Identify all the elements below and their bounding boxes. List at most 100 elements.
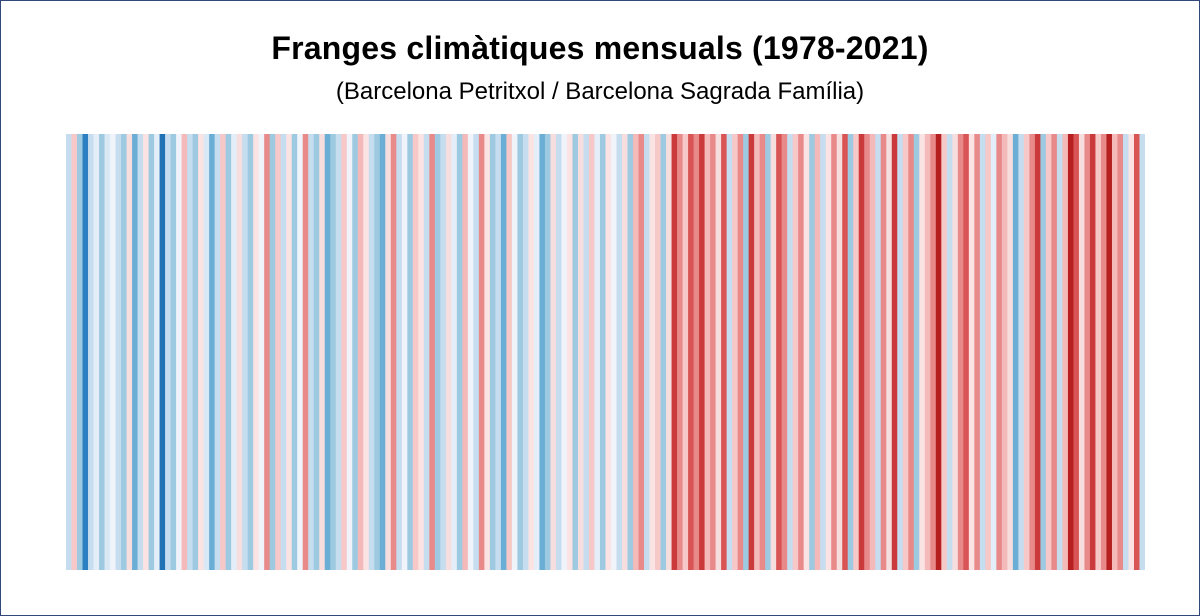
stripe [550,134,557,570]
stripe [1139,134,1145,570]
stripe [346,134,353,570]
stripe [544,134,552,570]
stripe [352,134,359,570]
stripe [104,134,111,570]
stripe [765,134,772,570]
stripe [655,134,662,570]
stripe [88,134,95,570]
stripe [126,134,133,570]
stripe [880,134,887,570]
stripe [616,134,623,570]
stripe [913,134,920,570]
stripe [798,134,805,570]
stripe [754,134,761,570]
stripe [748,134,755,570]
stripe [1095,134,1102,570]
stripe [627,134,634,570]
stripe [522,134,530,570]
stripe [809,134,816,570]
stripe [308,134,315,570]
stripe [82,134,89,570]
stripe [869,134,876,570]
stripe [1029,134,1036,570]
stripe [864,134,871,570]
stripe [759,134,766,570]
stripe [820,134,827,570]
stripe [555,134,563,570]
stripe [577,134,585,570]
stripe [968,134,975,570]
stripe [319,134,326,570]
stripe [605,134,612,570]
stripe [886,134,893,570]
stripe [908,134,915,570]
stripe [407,134,414,570]
stripe [379,134,386,570]
stripe [875,134,882,570]
stripe [467,134,474,570]
stripe [588,134,596,570]
stripe [902,134,909,570]
stripes-plot [66,134,1145,570]
chart-subtitle: (Barcelona Petritxol / Barcelona Sagrada… [335,78,865,105]
stripe [677,134,684,570]
stripe [143,134,150,570]
stripe [324,134,331,570]
stripe [721,134,728,570]
stripe [1111,134,1119,570]
stripe [776,134,783,570]
stripe [291,134,298,570]
stripe [699,134,706,570]
stripe [176,134,183,570]
stripe [803,134,810,570]
stripe [842,134,849,570]
stripe [1018,134,1025,570]
stripe [225,134,232,570]
stripe [1078,134,1086,570]
stripe [264,134,271,570]
stripe [412,134,419,570]
stripe [203,134,210,570]
stripe [781,134,788,570]
stripe [401,134,408,570]
stripe [335,134,342,570]
stripe [990,134,997,570]
stripe [952,134,959,570]
stripe [566,134,574,570]
stripe [115,134,122,570]
stripe [836,134,843,570]
stripe [297,134,304,570]
stripe [363,134,370,570]
stripe [688,134,695,570]
stripe [649,134,656,570]
stripe [1084,134,1091,570]
stripe [891,134,898,570]
stripe [814,134,821,570]
stripe [660,134,667,570]
stripe [710,134,717,570]
stripe [110,134,117,570]
stripe [935,134,942,570]
stripe [1023,134,1030,570]
chart-title: Franges climàtiques mensuals (1978-2021) [271,30,929,66]
stripe [148,134,155,570]
stripe [1056,134,1064,570]
stripe [77,134,84,570]
stripe [671,134,678,570]
stripe [247,134,254,570]
stripe [258,134,265,570]
stripe [429,134,436,570]
stripe [132,134,139,570]
stripe [165,134,172,570]
stripe [572,134,579,570]
stripe [726,134,733,570]
stripe [423,134,430,570]
stripe [1106,134,1113,570]
stripe [1045,134,1053,570]
stripe [478,134,485,570]
stripe [170,134,177,570]
stripe [220,134,227,570]
stripe [539,134,546,570]
stripe [451,134,458,570]
stripe [280,134,287,570]
